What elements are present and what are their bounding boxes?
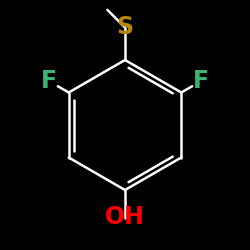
Text: OH: OH bbox=[105, 206, 145, 230]
Text: F: F bbox=[41, 69, 57, 93]
Text: S: S bbox=[116, 16, 134, 40]
Text: F: F bbox=[193, 69, 209, 93]
